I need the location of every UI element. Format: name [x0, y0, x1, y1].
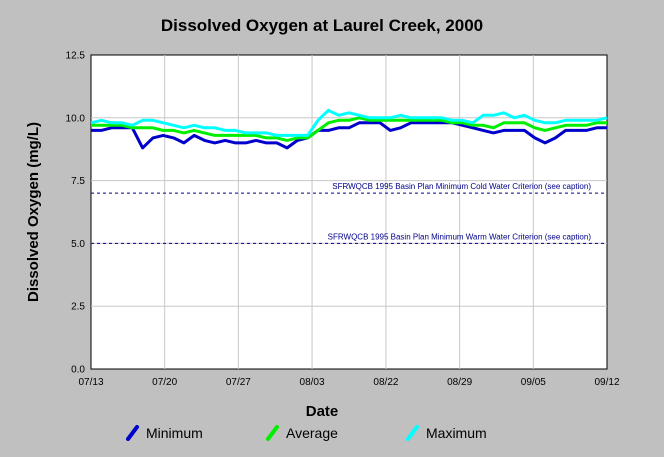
- x-tick-labels: 07/13 07/20 07/27 08/03 08/22 08/29 09/05 09/12: [78, 377, 619, 388]
- x-tick-label: 07/13: [78, 377, 103, 388]
- legend-swatch-maximum: [406, 425, 419, 441]
- plot-area: [90, 54, 608, 370]
- y-axis-title: Dissolved Oxygen (mg/L): [25, 122, 42, 302]
- x-tick-label: 07/27: [226, 377, 251, 388]
- reference-lines: SFRWQCB 1995 Basin Plan Minimum Cold Wat…: [91, 182, 607, 244]
- x-tick-label: 09/12: [594, 377, 619, 388]
- y-tick-labels: 0.0 2.5 5.0 7.5 10.0 12.5: [66, 51, 86, 376]
- x-tick-label: 08/22: [373, 377, 398, 388]
- chart-title: Dissolved Oxygen at Laurel Creek, 2000: [161, 16, 483, 35]
- y-tick-label: 0.0: [71, 365, 85, 376]
- reference-line-label: SFRWQCB 1995 Basin Plan Minimum Cold Wat…: [332, 182, 591, 191]
- y-tick-label: 7.5: [71, 176, 85, 187]
- reference-line-label: SFRWQCB 1995 Basin Plan Minimum Warm Wat…: [328, 232, 592, 241]
- x-tick-label: 08/29: [447, 377, 472, 388]
- legend-label-minimum: Minimum: [146, 425, 203, 441]
- series-line-minimum: [91, 121, 607, 150]
- legend-label-average: Average: [286, 425, 338, 441]
- y-tick-label: 5.0: [71, 239, 85, 250]
- series-line-maximum: [90, 108, 608, 137]
- y-tick-label: 2.5: [71, 302, 85, 313]
- y-tick-label: 12.5: [66, 51, 86, 62]
- legend-label-maximum: Maximum: [426, 425, 487, 441]
- x-tick-label: 07/20: [152, 377, 177, 388]
- y-tick-label: 10.0: [66, 113, 86, 124]
- x-axis-title: Date: [306, 403, 339, 420]
- series-lines: [90, 108, 608, 150]
- legend-swatch-minimum: [126, 425, 139, 441]
- series-line-average: [91, 116, 607, 142]
- x-tick-label: 09/05: [521, 377, 546, 388]
- legend-swatch-average: [266, 425, 279, 441]
- legend: Minimum Average Maximum: [126, 425, 487, 441]
- x-tick-label: 08/03: [300, 377, 325, 388]
